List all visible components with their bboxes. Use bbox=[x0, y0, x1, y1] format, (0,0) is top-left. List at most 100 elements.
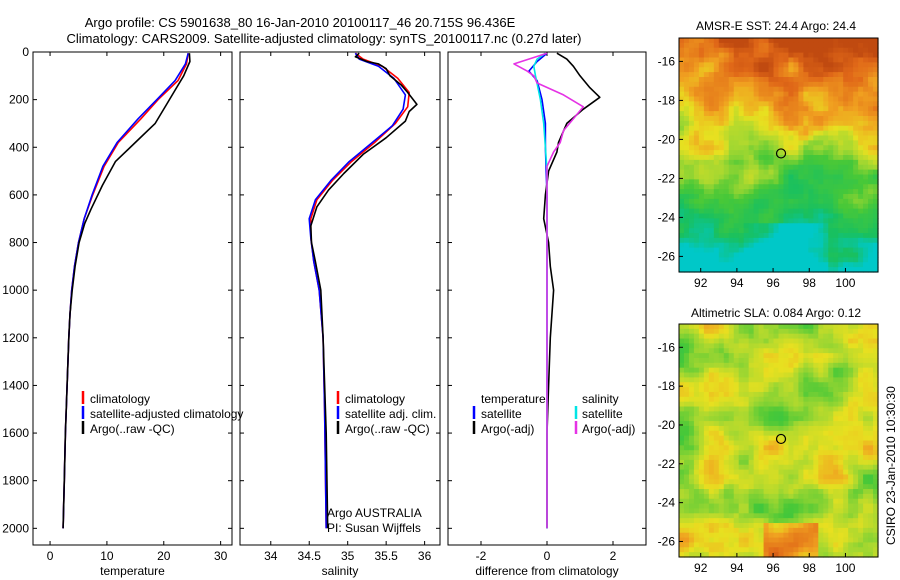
heatmap-cell bbox=[698, 101, 705, 107]
heatmap-cell bbox=[873, 367, 879, 374]
heatmap-cell bbox=[843, 513, 849, 519]
heatmap-cell bbox=[753, 527, 760, 534]
heatmap-cell bbox=[828, 135, 834, 141]
heatmap-cell bbox=[793, 547, 799, 553]
heatmap-cell bbox=[873, 430, 879, 437]
heatmap-cell bbox=[683, 184, 690, 190]
heatmap-cell bbox=[679, 377, 685, 383]
heatmap-cell bbox=[738, 382, 745, 388]
heatmap-cell bbox=[743, 174, 750, 180]
heatmap-cell bbox=[783, 508, 790, 514]
heatmap-cell bbox=[718, 237, 725, 244]
heatmap-cell bbox=[838, 498, 844, 505]
heatmap-cell bbox=[863, 101, 869, 107]
heatmap-cell bbox=[698, 333, 705, 340]
heatmap-cell bbox=[679, 135, 685, 141]
heatmap-cell bbox=[708, 391, 715, 398]
heatmap-cell bbox=[838, 479, 844, 485]
heatmap-cell bbox=[803, 367, 809, 374]
heatmap-cell bbox=[753, 396, 760, 403]
heatmap-cell bbox=[679, 396, 685, 403]
heatmap-cell bbox=[773, 159, 780, 166]
heatmap-cell bbox=[813, 430, 819, 437]
heatmap-cell bbox=[763, 411, 770, 417]
heatmap-cell bbox=[778, 106, 785, 112]
heatmap-cell bbox=[753, 484, 760, 490]
heatmap-cell bbox=[858, 67, 864, 73]
heatmap-cell bbox=[708, 111, 715, 117]
heatmap-cell bbox=[853, 169, 859, 176]
heatmap-cell bbox=[768, 218, 775, 224]
heatmap-cell bbox=[743, 208, 750, 215]
heatmap-cell bbox=[798, 267, 804, 273]
heatmap-cell bbox=[798, 464, 804, 471]
heatmap-cell bbox=[823, 503, 829, 510]
heatmap-cell bbox=[723, 96, 730, 102]
heatmap-cell bbox=[723, 401, 730, 408]
heatmap-cell bbox=[858, 372, 864, 378]
heatmap-cell bbox=[873, 493, 879, 500]
heatmap-cell bbox=[813, 469, 819, 476]
heatmap-cell bbox=[728, 57, 735, 63]
heatmap-cell bbox=[753, 425, 760, 432]
heatmap-cell bbox=[768, 552, 775, 558]
heatmap-cell bbox=[868, 130, 874, 137]
heatmap-cell bbox=[793, 233, 799, 239]
heatmap-cell bbox=[873, 353, 879, 359]
heatmap-cell bbox=[798, 459, 804, 466]
heatmap-cell bbox=[763, 81, 770, 88]
heatmap-cell bbox=[773, 120, 780, 127]
heatmap-cell bbox=[863, 213, 869, 219]
heatmap-cell bbox=[798, 135, 804, 141]
heatmap-cell bbox=[679, 267, 685, 273]
heatmap-cell bbox=[813, 252, 819, 258]
heatmap-cell bbox=[838, 396, 844, 403]
heatmap-cell bbox=[718, 189, 725, 195]
heatmap-cell bbox=[688, 508, 695, 514]
heatmap-cell bbox=[693, 343, 700, 349]
heatmap-cell bbox=[838, 174, 844, 180]
heatmap-cell bbox=[813, 435, 819, 442]
heatmap-cell bbox=[713, 140, 720, 146]
heatmap-cell bbox=[679, 343, 685, 349]
heatmap-cell bbox=[848, 91, 854, 98]
heatmap-cell bbox=[683, 425, 690, 432]
heatmap-cell bbox=[768, 106, 775, 112]
heatmap-cell bbox=[733, 328, 740, 335]
heatmap-cell bbox=[693, 474, 700, 480]
heatmap-cell bbox=[679, 406, 685, 412]
heatmap-cell bbox=[828, 552, 834, 558]
heatmap-cell bbox=[679, 159, 685, 166]
heatmap-cell bbox=[773, 513, 780, 519]
heatmap-cell bbox=[748, 198, 755, 205]
heatmap-cell bbox=[733, 179, 740, 185]
heatmap-cell bbox=[803, 396, 809, 403]
heatmap-cell bbox=[698, 474, 705, 480]
heatmap-cell bbox=[679, 537, 685, 544]
heatmap-cell bbox=[833, 474, 839, 480]
heatmap-cell bbox=[713, 518, 720, 524]
heatmap-cell bbox=[828, 38, 834, 44]
heatmap-cell bbox=[718, 145, 725, 151]
heatmap-cell bbox=[728, 189, 735, 195]
heatmap-cell bbox=[708, 262, 715, 268]
heatmap-cell bbox=[853, 362, 859, 369]
heatmap-cell bbox=[708, 401, 715, 408]
heatmap-cell bbox=[833, 135, 839, 141]
heatmap-cell bbox=[688, 537, 695, 544]
heatmap-cell bbox=[723, 101, 730, 107]
heatmap-cell bbox=[768, 493, 775, 500]
heatmap-cell bbox=[818, 47, 824, 54]
heatmap-cell bbox=[803, 67, 809, 73]
legend-heading-salinity: salinity bbox=[582, 392, 619, 406]
heatmap-cell bbox=[803, 218, 809, 224]
heatmap-cell bbox=[873, 479, 879, 485]
heatmap-cell bbox=[768, 508, 775, 514]
heatmap-cell bbox=[683, 445, 690, 451]
heatmap-cell bbox=[693, 208, 700, 215]
heatmap-cell bbox=[683, 532, 690, 539]
heatmap-cell bbox=[803, 228, 809, 234]
heatmap-cell bbox=[853, 401, 859, 408]
heatmap-cell bbox=[813, 130, 819, 137]
heatmap-cell bbox=[868, 503, 874, 510]
